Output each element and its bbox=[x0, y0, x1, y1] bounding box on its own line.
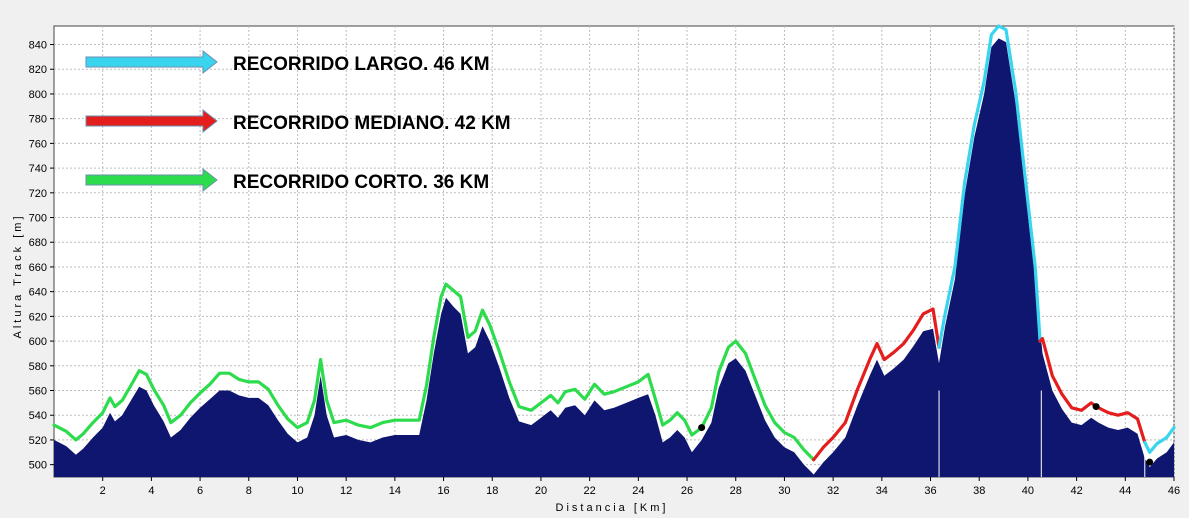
x-tick-label: 46 bbox=[1168, 485, 1180, 497]
waypoint-marker bbox=[1146, 458, 1154, 466]
x-tick-label: 38 bbox=[973, 485, 985, 497]
route-line bbox=[1143, 426, 1176, 454]
y-tick-label: 840 bbox=[29, 40, 47, 52]
y-tick-label: 680 bbox=[29, 237, 47, 249]
y-tick-label: 640 bbox=[29, 287, 47, 299]
elevation-fill bbox=[54, 38, 1174, 478]
y-tick-label: 780 bbox=[29, 114, 47, 126]
x-tick-label: 14 bbox=[389, 485, 401, 497]
legend-item: RECORRIDO LARGO. 46 KM bbox=[85, 49, 490, 75]
legend-arrow-icon bbox=[85, 167, 218, 193]
route-line bbox=[700, 339, 816, 462]
x-tick-label: 8 bbox=[246, 485, 252, 497]
x-tick-label: 28 bbox=[730, 485, 742, 497]
waypoint-marker bbox=[1092, 403, 1100, 411]
x-tick-label: 4 bbox=[148, 485, 154, 497]
legend: RECORRIDO LARGO. 46 KM RECORRIDO MEDIANO.… bbox=[85, 49, 511, 193]
y-tick-label: 500 bbox=[29, 460, 47, 472]
x-axis-title: Distancia [Km] bbox=[556, 502, 669, 514]
route-line bbox=[812, 307, 941, 462]
x-tick-label: 40 bbox=[1022, 485, 1034, 497]
y-tick-label: 580 bbox=[29, 361, 47, 373]
route-line bbox=[52, 282, 704, 442]
y-tick-label: 620 bbox=[29, 311, 47, 323]
y-tick-label: 820 bbox=[29, 64, 47, 76]
x-tick-label: 34 bbox=[876, 485, 888, 497]
x-tick-label: 26 bbox=[681, 485, 693, 497]
x-tick-label: 30 bbox=[778, 485, 790, 497]
x-tick-label: 36 bbox=[924, 485, 936, 497]
y-tick-label: 700 bbox=[29, 213, 47, 225]
y-tick-label: 660 bbox=[29, 262, 47, 274]
x-tick-label: 32 bbox=[827, 485, 839, 497]
legend-item: RECORRIDO CORTO. 36 KM bbox=[85, 167, 489, 193]
x-tick-label: 16 bbox=[437, 485, 449, 497]
x-tick-label: 18 bbox=[486, 485, 498, 497]
x-tick-label: 20 bbox=[535, 485, 547, 497]
x-tick-label: 6 bbox=[197, 485, 203, 497]
y-tick-label: 800 bbox=[29, 89, 47, 101]
x-tick-label: 22 bbox=[584, 485, 596, 497]
x-tick-label: 42 bbox=[1070, 485, 1082, 497]
markers bbox=[698, 403, 1154, 466]
y-tick-label: 740 bbox=[29, 163, 47, 175]
profile-area bbox=[54, 38, 1174, 478]
x-tick-label: 44 bbox=[1119, 485, 1131, 497]
y-axis-title: Altura Track [m] bbox=[12, 213, 24, 338]
x-tick-label: 2 bbox=[100, 485, 106, 497]
legend-label: RECORRIDO LARGO. 46 KM bbox=[233, 54, 490, 75]
y-tick-label: 720 bbox=[29, 188, 47, 200]
y-tick-label: 540 bbox=[29, 410, 47, 422]
route-line bbox=[1038, 337, 1147, 444]
route-line bbox=[937, 24, 1042, 349]
y-tick-label: 560 bbox=[29, 386, 47, 398]
legend-label: RECORRIDO CORTO. 36 KM bbox=[233, 172, 489, 193]
y-tick-label: 600 bbox=[29, 336, 47, 348]
legend-arrow-icon bbox=[85, 108, 218, 134]
x-tick-label: 10 bbox=[291, 485, 303, 497]
y-tick-label: 760 bbox=[29, 138, 47, 150]
legend-item: RECORRIDO MEDIANO. 42 KM bbox=[85, 108, 511, 134]
y-tick-label: 520 bbox=[29, 435, 47, 447]
y-axis-ticks: 500 520 540 560 580 600 620 640 660 680 700 720 740 7… bbox=[29, 40, 54, 472]
legend-label: RECORRIDO MEDIANO. 42 KM bbox=[233, 113, 511, 134]
waypoint-marker bbox=[698, 424, 706, 432]
legend-arrow-icon bbox=[85, 49, 218, 75]
x-tick-label: 24 bbox=[632, 485, 644, 497]
route-lines bbox=[52, 24, 1176, 462]
x-axis-ticks: 2 4 6 8 10 12 14 16 18 20 22 24 26 28 30 32 34 36 38 40 42 44… bbox=[100, 477, 1180, 497]
x-tick-label: 12 bbox=[340, 485, 352, 497]
